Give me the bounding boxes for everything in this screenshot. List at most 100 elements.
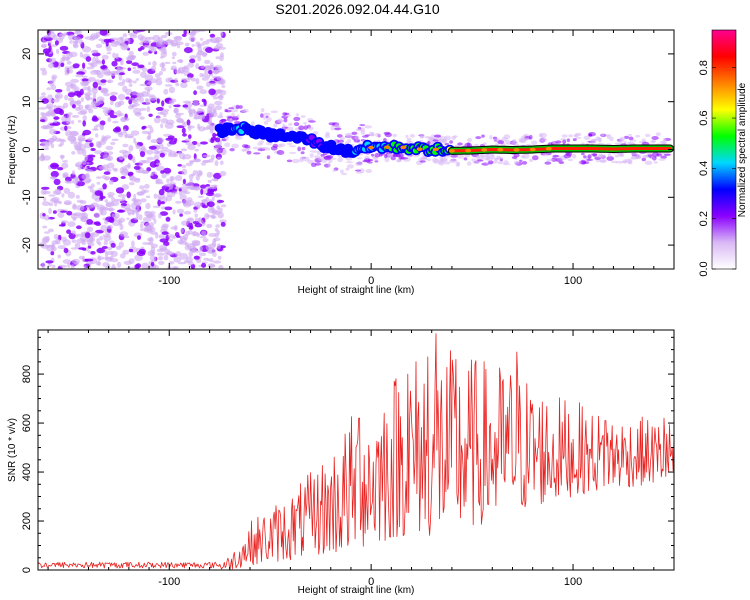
- noise-blob: [67, 191, 75, 199]
- noise-blob: [108, 107, 112, 111]
- noise-blob: [133, 137, 137, 144]
- noise-blob: [220, 31, 224, 37]
- noise-blob: [214, 89, 223, 94]
- noise-blob: [127, 67, 132, 72]
- ridge-halo: [359, 124, 366, 127]
- noise-blob: [197, 56, 202, 62]
- noise-blob: [128, 258, 135, 264]
- noise-blob: [123, 154, 128, 159]
- ridge-halo: [471, 158, 477, 162]
- noise-blob: [136, 203, 140, 210]
- noise-blob: [214, 228, 219, 232]
- noise-blob: [173, 266, 178, 269]
- noise-blob: [122, 128, 127, 133]
- ridge-halo: [635, 134, 641, 138]
- ridge-halo: [489, 135, 493, 140]
- noise-blob: [187, 229, 193, 235]
- noise-blob: [76, 225, 82, 230]
- ridge-halo: [494, 157, 499, 161]
- noise-blob: [220, 221, 226, 227]
- ridge-halo: [303, 125, 308, 130]
- noise-blob: [54, 188, 62, 195]
- noise-blob: [181, 220, 189, 226]
- noise-blob: [208, 64, 215, 71]
- noise-blob: [128, 99, 133, 105]
- noise-blob: [78, 144, 87, 151]
- noise-blob: [101, 135, 105, 142]
- y-tick-label: 0: [21, 146, 33, 152]
- noise-blob: [122, 249, 130, 255]
- noise-blob: [160, 34, 168, 39]
- noise-blob: [199, 104, 208, 107]
- noise-blob: [200, 188, 204, 195]
- ridge-halo: [266, 142, 273, 146]
- noise-blob: [82, 80, 89, 86]
- noise-blob: [98, 98, 104, 105]
- ridge-halo: [263, 120, 269, 125]
- noise-blob: [209, 184, 218, 190]
- noise-blob: [189, 58, 196, 64]
- noise-blob: [146, 149, 154, 155]
- noise-blob: [118, 133, 124, 138]
- noise-blob: [107, 246, 113, 251]
- ridge-halo: [362, 135, 369, 138]
- noise-blob: [91, 117, 99, 122]
- noise-blob: [149, 95, 157, 101]
- ridge-halo: [288, 151, 297, 154]
- noise-blob: [197, 123, 201, 130]
- ridge-halo: [320, 153, 325, 157]
- noise-blob: [51, 76, 56, 83]
- ridge-halo: [617, 154, 625, 157]
- ridge-halo: [224, 142, 231, 148]
- ridge-halo: [578, 160, 582, 165]
- ridge-halo: [257, 148, 266, 152]
- noise-blob: [180, 228, 184, 233]
- noise-blob: [49, 176, 57, 180]
- noise-blob: [49, 57, 57, 63]
- noise-blob: [175, 113, 182, 119]
- noise-blob: [208, 70, 213, 75]
- noise-blob: [175, 200, 182, 204]
- noise-blob: [47, 63, 55, 69]
- noise-blob: [172, 209, 176, 215]
- noise-blob: [96, 123, 102, 128]
- ridge-halo: [228, 107, 235, 110]
- ridge-halo: [397, 158, 401, 163]
- ridge-halo: [440, 158, 448, 162]
- noise-blob: [66, 229, 72, 234]
- ridge-halo: [277, 118, 283, 124]
- noise-blob: [105, 145, 114, 151]
- noise-blob: [169, 150, 177, 158]
- ridge-halo: [419, 134, 425, 139]
- noise-blob: [67, 221, 76, 228]
- ridge-halo: [282, 112, 288, 116]
- noise-blob: [135, 78, 140, 81]
- noise-blob: [53, 233, 59, 240]
- noise-blob: [53, 116, 60, 120]
- noise-blob: [150, 243, 159, 248]
- noise-blob: [218, 94, 224, 101]
- noise-blob: [163, 167, 172, 174]
- ridge-halo: [365, 169, 373, 173]
- noise-blob: [95, 229, 104, 234]
- noise-blob: [76, 199, 84, 203]
- noise-blob: [40, 141, 48, 147]
- noise-blob: [94, 190, 103, 196]
- ridge-halo: [384, 157, 390, 163]
- ridge-halo: [287, 126, 294, 132]
- noise-blob: [39, 67, 47, 72]
- noise-blob: [120, 41, 126, 48]
- noise-blob: [76, 233, 85, 237]
- noise-blob: [53, 104, 57, 110]
- noise-blob: [121, 117, 130, 122]
- ridge-halo: [288, 122, 293, 126]
- ridge-halo: [340, 169, 344, 174]
- noise-blob: [201, 160, 211, 163]
- noise-blob: [176, 118, 184, 123]
- noise-blob: [202, 154, 211, 158]
- ridge-halo: [276, 150, 285, 155]
- noise-blob: [215, 137, 221, 143]
- ridge-halo: [573, 134, 577, 137]
- noise-blob: [47, 228, 54, 233]
- noise-blob: [95, 133, 99, 138]
